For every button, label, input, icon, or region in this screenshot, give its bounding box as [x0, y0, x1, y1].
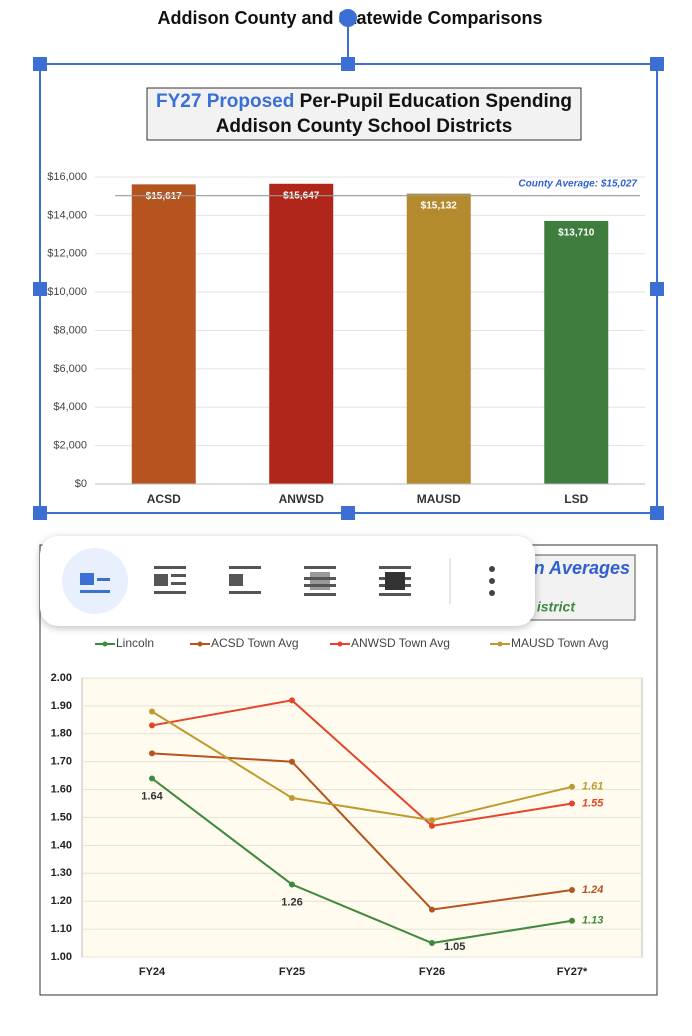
legend-label: Lincoln: [116, 636, 154, 650]
y-tick-label: 2.00: [51, 672, 72, 684]
legend-label: ACSD Town Avg: [211, 636, 299, 650]
y-tick-label: 1.90: [51, 700, 72, 712]
y-tick-label: 1.80: [51, 728, 72, 740]
resize-handle[interactable]: [650, 506, 664, 520]
y-tick-label: $2,000: [53, 440, 87, 452]
data-point: [569, 783, 575, 790]
x-tick-label: FY27*: [557, 966, 588, 978]
selected-bg: [62, 548, 128, 614]
bar: [269, 183, 334, 484]
series-line: [151, 752, 573, 911]
behind-text[interactable]: [304, 566, 336, 596]
data-point: [289, 881, 295, 888]
data-point: [569, 917, 575, 924]
data-point: [569, 887, 575, 894]
in-front-text[interactable]: [379, 566, 411, 596]
legend-dot: [337, 641, 343, 647]
break-text[interactable]: [229, 566, 261, 594]
resize-handle[interactable]: [33, 506, 47, 520]
series-line: [151, 710, 573, 822]
data-label: 1.64: [141, 790, 163, 802]
chart-title: n Averages: [534, 558, 630, 578]
data-label: $15,132: [421, 200, 458, 211]
more-options[interactable]: [489, 566, 495, 596]
chart-subtitle: Addison County School Districts: [216, 116, 513, 137]
toolbar-icons: [62, 548, 495, 614]
resize-handle[interactable]: [33, 282, 47, 296]
data-point: [429, 822, 435, 829]
title-box: [146, 87, 582, 141]
y-tick-label: $14,000: [47, 209, 87, 221]
x-tick-label: ANWSD: [279, 492, 325, 506]
title-part: Per-Pupil Education Spending: [300, 91, 572, 112]
data-point: [289, 758, 295, 765]
y-tick-label: $4,000: [53, 401, 87, 413]
y-tick-label: 1.30: [51, 867, 72, 879]
data-label: $13,710: [558, 228, 595, 239]
x-tick-label: FY26: [419, 966, 445, 978]
y-tick-label: 1.60: [51, 784, 72, 796]
series-line: [151, 699, 573, 827]
legend-dot: [197, 641, 203, 647]
data-label: 1.55: [582, 797, 604, 809]
data-label: 1.05: [444, 941, 465, 953]
data-point: [289, 697, 295, 704]
y-tick-label: 1.70: [51, 756, 72, 768]
legend-label: ANWSD Town Avg: [351, 636, 450, 650]
image-toolbar: [40, 536, 535, 626]
rotate-handle[interactable]: [339, 9, 357, 27]
resize-handle[interactable]: [341, 506, 355, 520]
wrap-inline[interactable]: [80, 573, 110, 593]
resize-handle[interactable]: [33, 57, 47, 71]
data-label: $15,617: [146, 191, 183, 202]
data-point: [149, 750, 155, 757]
bar: [544, 220, 609, 484]
y-tick-label: $0: [75, 478, 87, 490]
data-point: [289, 794, 295, 801]
data-point: [429, 906, 435, 913]
legend-dot: [102, 641, 108, 647]
bar: [406, 193, 471, 484]
data-label: 1.26: [281, 896, 302, 908]
title-part: FY27 Proposed: [156, 91, 294, 112]
series-line: [151, 777, 573, 945]
y-tick-label: 1.40: [51, 839, 72, 851]
resize-handle[interactable]: [650, 282, 664, 296]
chart-title: FY27 Proposed Per-Pupil Education Spendi…: [156, 91, 572, 112]
data-point: [149, 722, 155, 729]
y-tick-label: 1.10: [51, 923, 72, 935]
data-label: 1.24: [582, 884, 603, 896]
y-tick-label: 1.20: [51, 895, 72, 907]
y-tick-label: $16,000: [47, 171, 87, 183]
resize-handle[interactable]: [650, 57, 664, 71]
data-label: 1.13: [582, 915, 603, 927]
legend-dot: [497, 641, 503, 647]
x-tick-label: FY25: [279, 966, 305, 978]
data-label: 1.61: [582, 781, 603, 793]
y-tick-label: $10,000: [47, 286, 87, 298]
y-tick-label: $12,000: [47, 248, 87, 260]
resize-handle[interactable]: [341, 57, 355, 71]
y-tick-label: $8,000: [53, 324, 87, 336]
x-tick-label: FY24: [139, 966, 166, 978]
y-tick-label: 1.50: [51, 811, 72, 823]
y-tick-label: $6,000: [53, 363, 87, 375]
x-tick-label: MAUSD: [417, 492, 461, 506]
data-point: [569, 800, 575, 807]
data-point: [149, 708, 155, 715]
bar: [131, 184, 196, 484]
y-tick-label: 1.00: [51, 951, 72, 963]
data-point: [149, 775, 155, 782]
x-tick-label: ACSD: [147, 492, 181, 506]
data-point: [429, 817, 435, 824]
legend-label: MAUSD Town Avg: [511, 636, 609, 650]
chart-subtitle: istrict: [537, 599, 576, 615]
x-tick-label: LSD: [564, 492, 588, 506]
wrap-text[interactable]: [154, 566, 186, 594]
reference-label: County Average: $15,027: [518, 178, 637, 189]
data-point: [429, 940, 435, 947]
